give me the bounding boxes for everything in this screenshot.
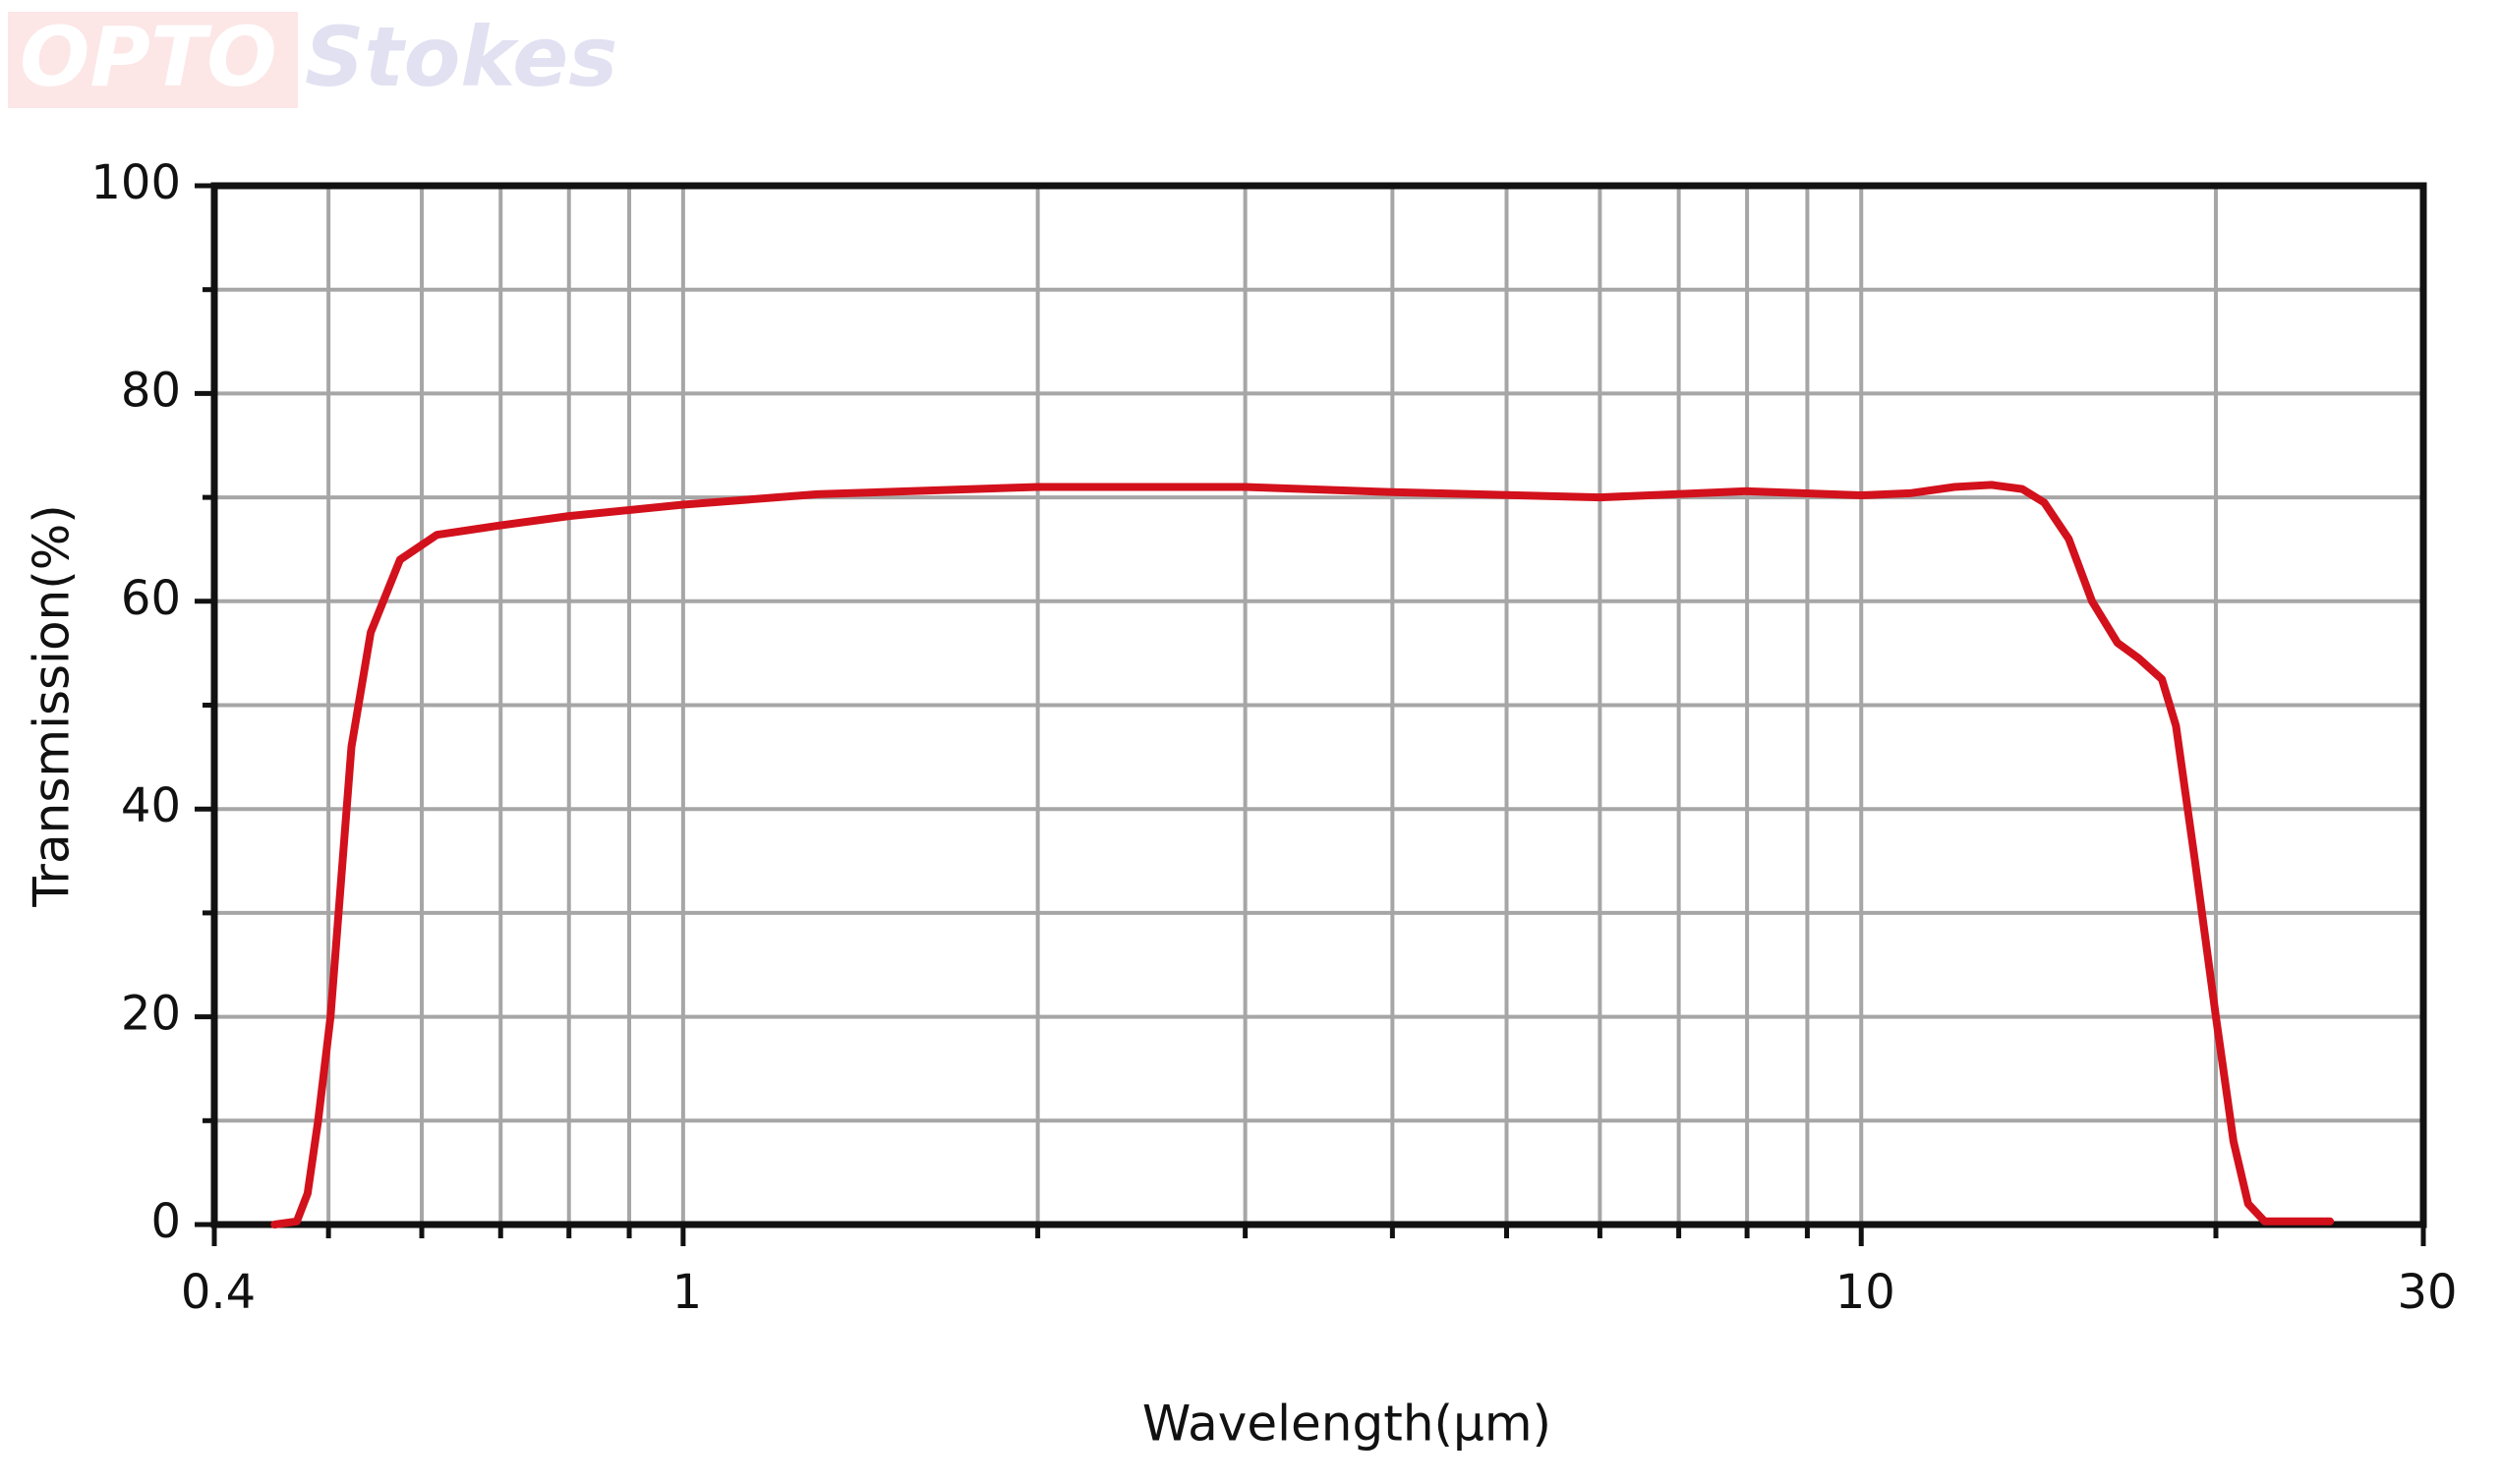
x-tick-label: 0.4	[181, 1265, 256, 1320]
y-tick-label: 60	[121, 571, 181, 626]
x-axis-label: Wavelength(μm)	[1142, 1396, 1551, 1453]
x-tick-label: 10	[1835, 1265, 1895, 1320]
y-tick-label: 80	[121, 363, 181, 418]
watermark-text: Stokes	[305, 9, 617, 105]
watermark-box	[8, 12, 298, 108]
y-tick-label: 0	[150, 1194, 181, 1249]
y-axis-label: Transmission(%)	[24, 504, 81, 908]
x-tick-label: 1	[672, 1265, 703, 1320]
y-tick-label: 40	[121, 778, 181, 833]
y-tick-label: 100	[90, 155, 181, 210]
x-tick-label: 30	[2397, 1265, 2457, 1320]
watermark-text: OPTO	[20, 9, 277, 105]
watermark: OPTO Stokes	[8, 9, 617, 108]
plot-frame	[210, 182, 2427, 1228]
y-tick-label: 20	[121, 987, 181, 1042]
data-line	[270, 481, 2335, 1228]
